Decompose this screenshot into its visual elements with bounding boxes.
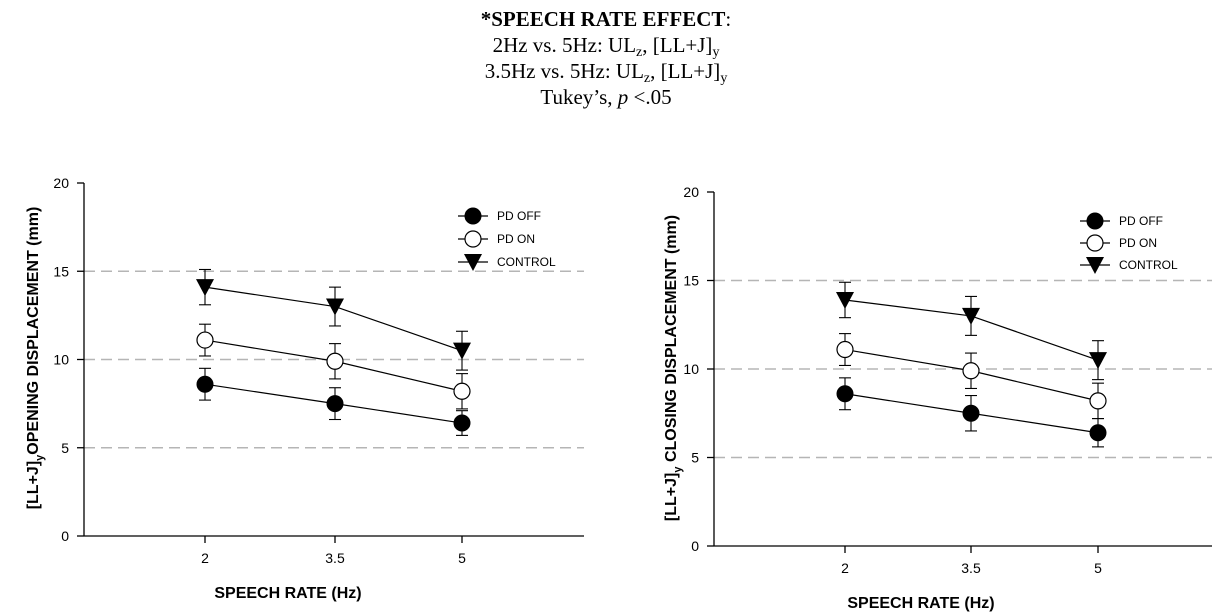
data-point (326, 298, 344, 316)
data-point (836, 385, 854, 403)
header-line-4: Tukey’s, p <.05 (0, 84, 1212, 110)
header-l2-prefix: 2Hz vs. 5Hz: UL (492, 33, 637, 57)
x-axis-title: SPEECH RATE (Hz) (214, 585, 361, 602)
header-l4-prefix: Tukey’s, (540, 85, 618, 109)
header-l3-sub1: z (643, 71, 651, 86)
legend-label: CONTROL (497, 255, 556, 269)
legend-label: PD ON (1119, 236, 1157, 250)
x-tick-label: 3.5 (961, 560, 981, 576)
series-control (836, 281, 1107, 381)
y-tick-label: 5 (691, 450, 699, 466)
data-point (326, 352, 344, 370)
legend-label: PD ON (497, 232, 535, 246)
header-line-3: 3.5Hz vs. 5Hz: ULz, [LL+J]y (0, 58, 1212, 86)
data-point (326, 395, 344, 413)
data-point (962, 404, 980, 422)
data-point (453, 382, 471, 400)
x-tick-label: 5 (1094, 560, 1102, 576)
legend-item: CONTROL (1080, 257, 1178, 274)
y-axis-title: [LL+J]yOPENING DISPLACEMENT (mm) (25, 207, 46, 510)
y-tick-label: 20 (53, 175, 69, 191)
header-title: *SPEECH RATE EFFECT (480, 7, 726, 31)
legend-marker (1086, 234, 1104, 252)
data-point (196, 331, 214, 349)
header-line-2: 2Hz vs. 5Hz: ULz, [LL+J]y (0, 32, 1212, 60)
series-control (196, 268, 471, 371)
legend-item: PD ON (458, 230, 535, 248)
y-tick-label: 10 (683, 361, 699, 377)
series-pd-off (836, 377, 1107, 448)
data-point (962, 307, 980, 325)
data-point (836, 291, 854, 309)
chart-right: 0 5 10 15 20 2 3.5 5 SPEECH RATE (Hz) [LL+J]y CLO… (663, 184, 1212, 612)
data-point (1089, 424, 1107, 442)
y-axis-title-sub: y (34, 454, 46, 461)
data-point (962, 362, 980, 380)
data-point (453, 342, 471, 360)
header-l3-prefix: 3.5Hz vs. 5Hz: UL (484, 59, 644, 83)
x-tick-label: 2 (841, 560, 849, 576)
x-axis-title: SPEECH RATE (Hz) (847, 595, 994, 612)
series-pd-on (196, 323, 471, 410)
legend-label: CONTROL (1119, 258, 1178, 272)
header-l3-sub2: y (720, 71, 728, 86)
legend-marker (464, 230, 482, 248)
y-tick-label: 20 (683, 184, 699, 200)
data-point (836, 340, 854, 359)
legend-label: PD OFF (1119, 214, 1163, 228)
header-l4-suffix: <.05 (628, 85, 672, 109)
series-pd-off (196, 367, 471, 436)
legend-label: PD OFF (497, 209, 541, 223)
data-point (453, 414, 471, 432)
data-point (196, 375, 214, 393)
y-tick-label: 10 (53, 352, 69, 368)
header-l4-italic: p (617, 85, 629, 109)
y-tick-label: 15 (53, 263, 69, 279)
y-tick-label: 15 (683, 273, 699, 289)
legend-item: PD ON (1080, 234, 1157, 252)
header-l2-mid: , [LL+J] (642, 33, 713, 57)
header-line-1: *SPEECH RATE EFFECT: (0, 6, 1212, 32)
y-axis-title-main: [LL+J] (663, 473, 680, 521)
header-l2-sub1: z (636, 45, 643, 60)
legend-marker (464, 207, 482, 225)
data-point (1089, 392, 1107, 410)
data-point (1089, 352, 1107, 370)
x-tick-label: 3.5 (325, 550, 345, 566)
y-axis-title-rest: CLOSING DISPLACEMENT (mm) (663, 215, 680, 467)
legend-item: PD OFF (1080, 212, 1163, 230)
legend-item: CONTROL (458, 254, 556, 271)
legend-marker (1086, 257, 1104, 274)
y-tick-label: 0 (61, 528, 69, 544)
y-axis-title: [LL+J]y CLOSING DISPLACEMENT (mm) (663, 215, 684, 521)
legend-marker (464, 254, 482, 271)
data-point (196, 279, 214, 297)
x-tick-label: 5 (458, 550, 466, 566)
chart-left: 0 5 10 15 20 2 3.5 5 SPEECH RATE (Hz) [LL+J]yOPEN… (25, 175, 584, 602)
legend-marker (1086, 212, 1104, 230)
legend-item: PD OFF (458, 207, 541, 225)
header-l3-mid: , [LL+J] (650, 59, 721, 83)
y-tick-label: 0 (691, 538, 699, 554)
header-title-colon: : (725, 7, 732, 31)
series-line (204, 286, 463, 352)
y-axis-title-main: [LL+J] (25, 461, 42, 509)
figure-header: *SPEECH RATE EFFECT: 2Hz vs. 5Hz: ULz, [… (0, 6, 1212, 110)
header-l2-sub2: y (712, 45, 720, 60)
y-tick-label: 5 (61, 440, 69, 456)
series-pd-on (836, 333, 1107, 420)
x-tick-label: 2 (201, 550, 209, 566)
y-axis-title-sub: y (672, 466, 684, 473)
y-axis-title-rest: OPENING DISPLACEMENT (mm) (25, 207, 42, 455)
